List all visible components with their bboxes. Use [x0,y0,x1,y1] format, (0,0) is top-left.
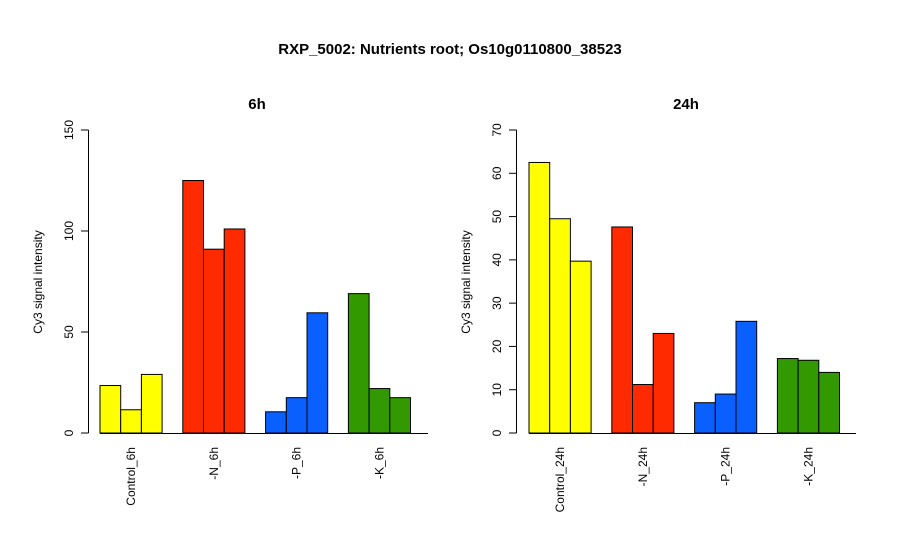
y-axis: 0 10 20 30 40 50 60 70 [490,123,856,436]
x-tick-label: Control_6h [124,447,138,506]
y-tick-label: 50 [62,325,76,339]
bar [203,248,225,434]
y-axis-label: Cy3 signal intensity [31,230,45,333]
y-tick-label: 30 [490,296,504,310]
bar [569,260,592,434]
chart-main-title: RXP_5002: Nutrients root; Os10g0110800_3… [278,41,622,58]
bar [818,371,840,434]
bar [549,218,571,434]
bar [776,358,799,434]
bars [99,180,411,434]
x-tick-label: -P_6h [290,447,304,479]
x-axis-labels: Control_24h -N_24h -P_24h -K_24h [553,447,815,512]
y-tick-label: 0 [62,429,76,436]
bar [223,228,246,434]
bar [611,226,633,434]
bar [182,180,205,434]
bar [120,409,142,434]
bar [347,293,370,434]
bar [714,393,737,434]
x-tick-label: -K_6h [372,447,386,479]
y-tick-label: 0 [490,429,504,436]
y-tick-label: 60 [490,166,504,180]
bar [99,385,122,434]
panel-title: 6h [248,96,266,113]
x-tick-label: -P_24h [719,447,733,486]
panel-title: 24h [673,96,699,113]
bar [285,397,308,434]
bar [797,359,820,434]
x-tick-label: -N_6h [207,447,221,480]
bar [368,388,391,434]
bar [632,384,654,434]
x-tick-label: -N_24h [636,447,650,486]
x-axis-labels: Control_6h -N_6h -P_6h -K_6h [124,447,386,506]
y-tick-label: 150 [62,120,76,140]
bar [306,312,329,434]
y-tick-label: 40 [490,253,504,267]
bar [735,320,758,434]
y-axis-label: Cy3 signal intensity [459,230,473,333]
x-tick-label: Control_24h [553,447,567,512]
panel-6h: 6h Cy3 signal intensity 0 50 100 150 Contro… [31,96,428,506]
bar [389,397,411,434]
y-tick-label: 70 [490,123,504,137]
y-tick-label: 50 [490,210,504,224]
bar [528,161,551,434]
y-tick-label: 100 [62,221,76,241]
bar [694,402,716,434]
x-tick-label: -K_24h [801,447,815,486]
bar [140,373,163,434]
bar [265,411,287,434]
panel-24h: 24h Cy3 signal intensity 0 10 20 30 40 50 60 70… [459,96,856,512]
bar [652,332,675,434]
y-tick-label: 10 [490,383,504,397]
y-tick-label: 20 [490,339,504,353]
bars [528,161,840,434]
y-axis: 0 50 100 150 [62,120,428,436]
